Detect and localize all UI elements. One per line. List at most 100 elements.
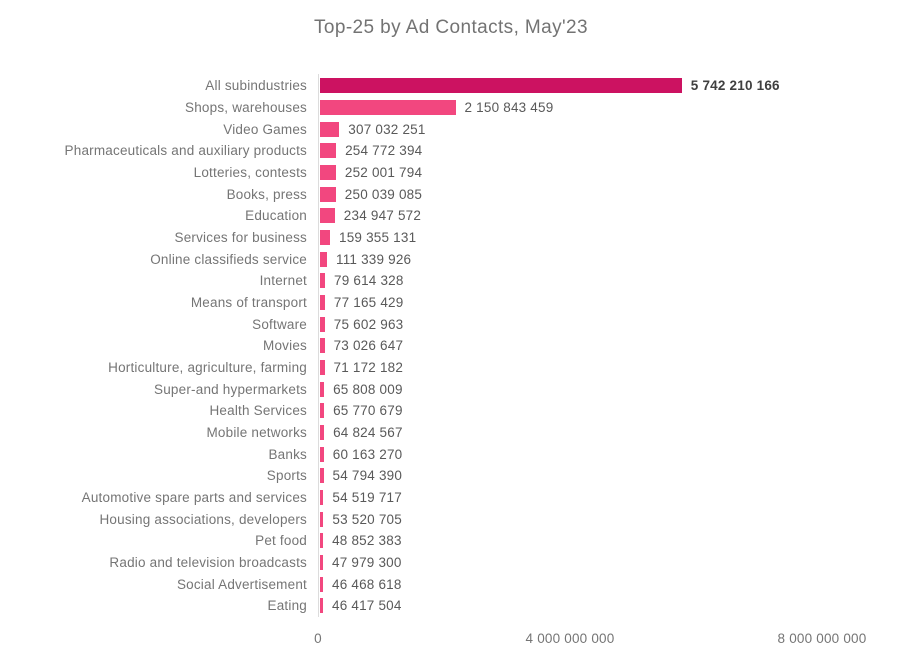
bar-area: 252 001 794 [320, 162, 902, 184]
value-label: 77 165 429 [333, 295, 404, 311]
bar [320, 273, 325, 289]
chart-row: All subindustries 5 742 210 166 [0, 75, 902, 97]
bar-area: 77 165 429 [320, 292, 902, 314]
bar [320, 316, 325, 332]
category-label: Internet [259, 273, 307, 289]
value-label: 307 032 251 [348, 121, 426, 137]
value-label: 234 947 572 [343, 208, 422, 224]
bar-area: 75 602 963 [320, 313, 902, 335]
bar-area: 65 808 009 [320, 378, 902, 400]
value-label: 250 039 085 [344, 186, 423, 202]
value-label: 48 852 383 [332, 533, 402, 549]
chart-row: Lotteries, contests 252 001 794 [0, 162, 902, 184]
x-axis-tick: 8 000 000 000 [777, 631, 867, 646]
bar-area: 250 039 085 [320, 183, 902, 205]
bar [320, 143, 337, 159]
bar [320, 511, 324, 527]
bar [320, 251, 327, 267]
value-label: 71 172 182 [333, 360, 404, 376]
chart-row: Eating 46 417 504 [0, 595, 902, 617]
bar-area: 48 852 383 [320, 530, 902, 552]
bar-area: 53 520 705 [320, 508, 902, 530]
bar-area: 54 794 390 [320, 465, 902, 487]
value-label: 252 001 794 [344, 165, 423, 181]
category-label: Education [245, 208, 307, 224]
bar-area: 159 355 131 [320, 227, 902, 249]
bar [320, 100, 456, 115]
chart-row: Internet 79 614 328 [0, 270, 902, 292]
bar-area: 79 614 328 [320, 270, 902, 292]
category-label: Banks [268, 446, 307, 462]
bar-area: 5 742 210 166 [320, 75, 902, 97]
bar-area: 64 824 567 [320, 422, 902, 444]
category-label: Mobile networks [206, 425, 307, 441]
category-label: Horticulture, agriculture, farming [108, 360, 307, 376]
bar-area: 73 026 647 [320, 335, 902, 357]
bar-area: 46 468 618 [320, 573, 902, 595]
bar-area: 234 947 572 [320, 205, 902, 227]
bar-area: 54 519 717 [320, 487, 902, 509]
y-axis-line [318, 74, 319, 617]
value-label: 65 770 679 [333, 403, 403, 419]
category-label: All subindustries [205, 78, 307, 94]
category-label: Pet food [255, 533, 307, 549]
chart-row: Movies 73 026 647 [0, 335, 902, 357]
category-label: Sports [266, 468, 307, 484]
bar [320, 165, 336, 181]
value-label: 254 772 394 [345, 143, 423, 159]
category-label: Social Advertisement [176, 576, 307, 592]
bar-chart: All subindustries 5 742 210 166 Shops, war… [0, 75, 902, 617]
bar [320, 576, 323, 592]
category-label: Movies [263, 338, 307, 354]
category-label: Video Games [223, 121, 307, 137]
bar [320, 230, 330, 246]
chart-row: Housing associations, developers 53 520 7… [0, 508, 902, 530]
value-label: 159 355 131 [339, 230, 417, 246]
bar-area: 65 770 679 [320, 400, 902, 422]
value-label: 111 339 926 [336, 251, 412, 267]
bar [320, 490, 324, 506]
chart-row: Social Advertisement 46 468 618 [0, 573, 902, 595]
bar-area: 2 150 843 459 [320, 97, 902, 119]
category-label: Health Services [209, 403, 307, 419]
bar [320, 208, 335, 224]
chart-row: Mobile networks 64 824 567 [0, 422, 902, 444]
bar [320, 381, 325, 397]
x-axis: 0 4 000 000 000 8 000 000 000 [0, 631, 902, 651]
value-label: 73 026 647 [333, 338, 404, 354]
bar [320, 403, 325, 419]
bar-area: 47 979 300 [320, 552, 902, 574]
x-axis-tick: 4 000 000 000 [525, 631, 615, 646]
bar [320, 598, 323, 614]
x-axis-tick: 0 [314, 631, 322, 646]
chart-title: Top-25 by Ad Contacts, May'23 [314, 17, 588, 38]
category-label: Online classifieds service [150, 251, 307, 267]
category-label: Software [252, 316, 307, 332]
category-label: Services for business [174, 230, 307, 246]
bar [320, 360, 325, 376]
chart-row: Pharmaceuticals and auxiliary products 25… [0, 140, 902, 162]
value-label: 46 417 504 [332, 598, 402, 614]
chart-row: Books, press 250 039 085 [0, 183, 902, 205]
category-label: Radio and television broadcasts [109, 555, 307, 571]
value-label: 54 519 717 [332, 490, 402, 506]
chart-row: Shops, warehouses 2 150 843 459 [0, 97, 902, 119]
bar [320, 555, 323, 571]
chart-row: Banks 60 163 270 [0, 443, 902, 465]
chart-row: Online classifieds service 111 339 926 [0, 248, 902, 270]
category-label: Pharmaceuticals and auxiliary products [64, 143, 307, 159]
value-label: 60 163 270 [332, 446, 403, 462]
bar [320, 295, 325, 311]
value-label: 47 979 300 [332, 555, 402, 571]
bar [320, 338, 325, 354]
bar [320, 425, 325, 441]
category-label: Housing associations, developers [99, 511, 307, 527]
bar-area: 254 772 394 [320, 140, 902, 162]
bar [320, 121, 340, 137]
value-label: 65 808 009 [333, 381, 403, 397]
category-label: Lotteries, contests [193, 165, 307, 181]
value-label: 79 614 328 [334, 273, 404, 289]
category-label: Super-and hypermarkets [154, 381, 307, 397]
value-label: 5 742 210 166 [690, 78, 780, 94]
